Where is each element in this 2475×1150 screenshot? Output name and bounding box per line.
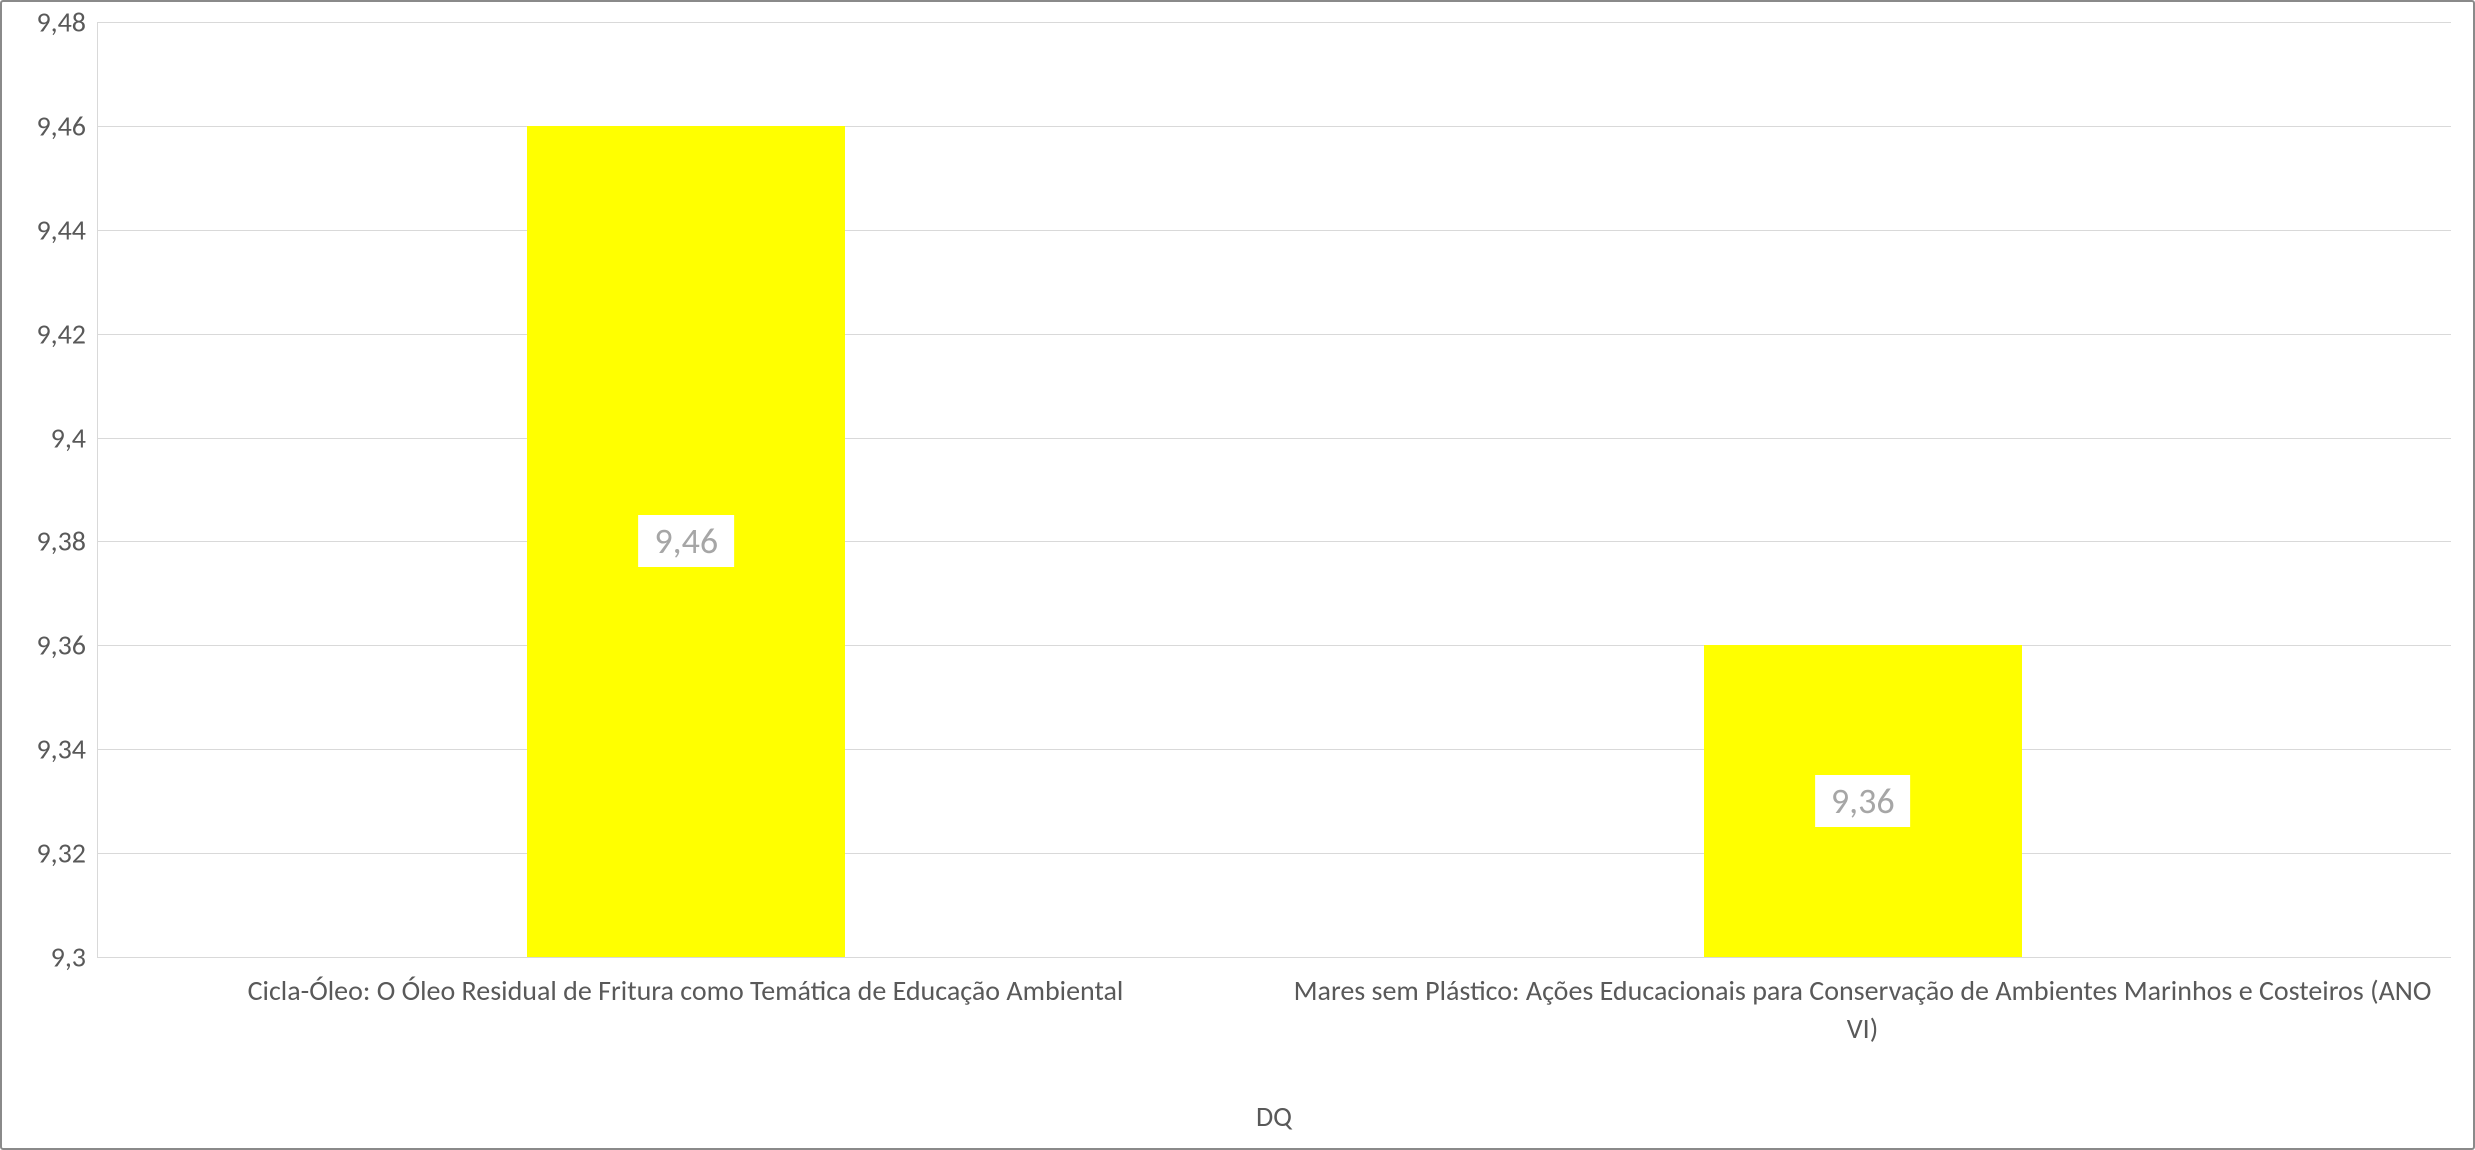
ytick-label: 9,38 <box>36 524 86 559</box>
gridline <box>98 438 2451 439</box>
x-axis-labels: Cicla-Óleo: O Óleo Residual de Fritura c… <box>97 972 2451 1082</box>
ytick-label: 9,42 <box>36 316 86 351</box>
bar-1: 9,36 <box>1704 645 2022 957</box>
gridline <box>98 334 2451 335</box>
ytick-label: 9,32 <box>36 836 86 871</box>
x-label-0: Cicla-Óleo: O Óleo Residual de Fritura c… <box>97 972 1274 1082</box>
x-label-1: Mares sem Plástico: Ações Educacionais p… <box>1274 972 2451 1082</box>
ytick-label: 9,48 <box>36 5 86 40</box>
gridline <box>98 853 2451 854</box>
x-axis-title: DQ <box>97 1099 2451 1134</box>
data-label-1: 9,36 <box>1815 775 1911 827</box>
bar-0: 9,46 <box>527 126 845 957</box>
ytick-label: 9,36 <box>36 628 86 663</box>
gridline <box>98 541 2451 542</box>
ytick-label: 9,3 <box>51 940 86 975</box>
gridline <box>98 126 2451 127</box>
gridline <box>98 749 2451 750</box>
ytick-label: 9,4 <box>51 420 86 455</box>
ytick-label: 9,46 <box>36 108 86 143</box>
chart-frame: 9,3 9,32 9,34 9,36 9,38 9,4 9,42 9,44 9,46 9,48 9,… <box>0 0 2475 1150</box>
plot-area: 9,39,329,349,369,389,49,429,449,469,489,… <box>97 22 2451 958</box>
gridline <box>98 230 2451 231</box>
gridline <box>98 22 2451 23</box>
ytick-label: 9,34 <box>36 732 86 767</box>
data-label-0: 9,46 <box>638 515 734 567</box>
ytick-label: 9,44 <box>36 212 86 247</box>
gridline <box>98 645 2451 646</box>
